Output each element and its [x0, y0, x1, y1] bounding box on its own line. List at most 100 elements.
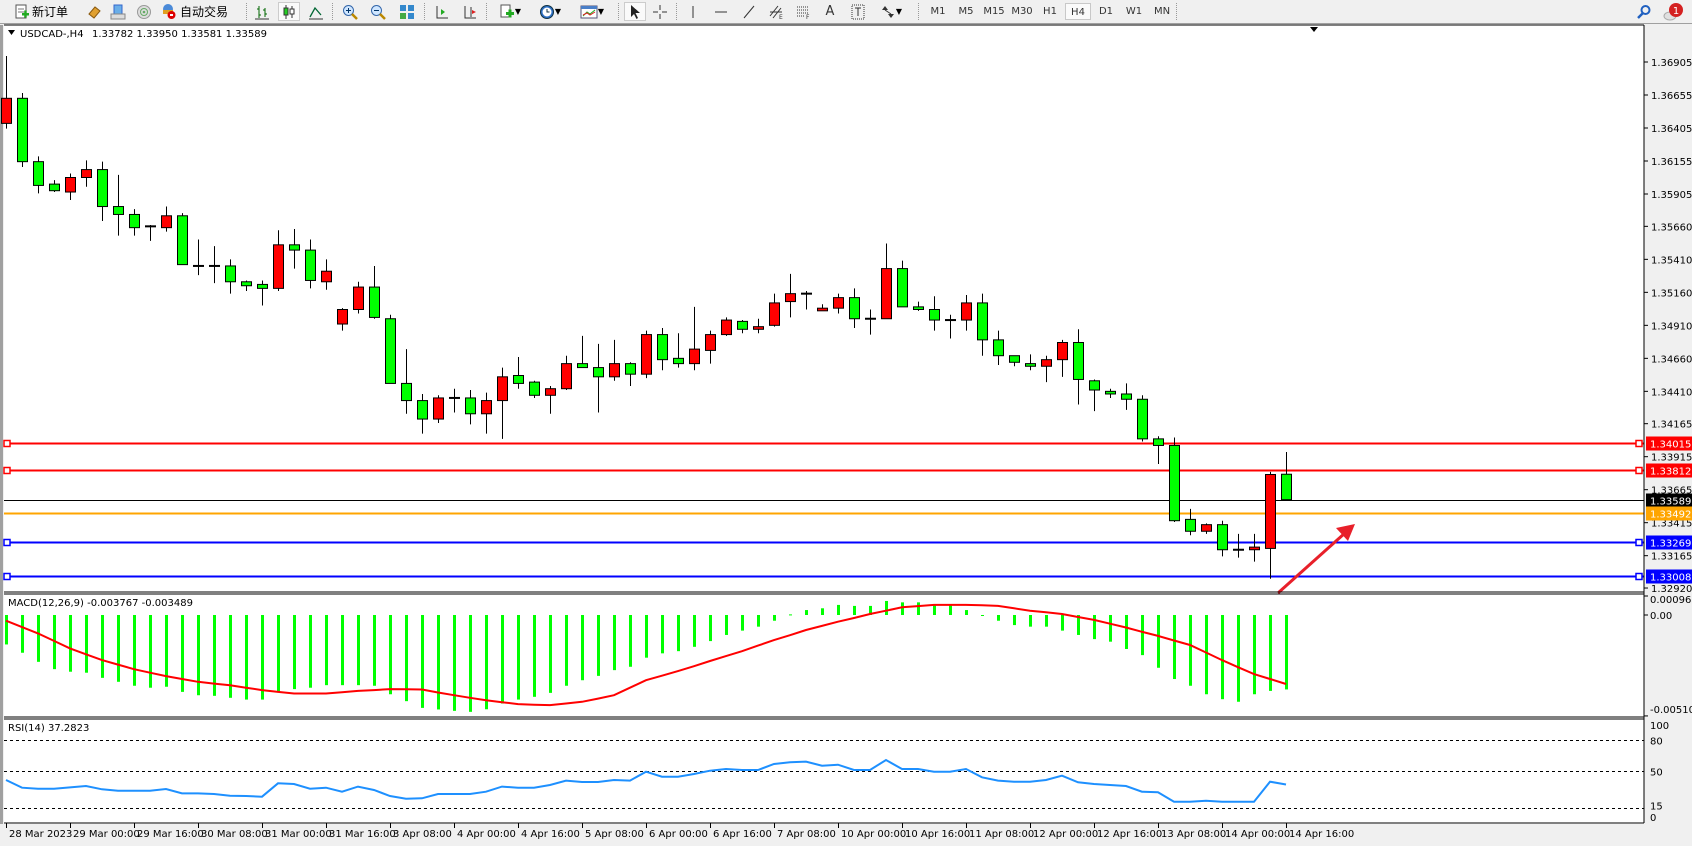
candle[interactable]: [161, 206, 172, 232]
candle[interactable]: [81, 160, 92, 187]
candle[interactable]: [321, 259, 332, 290]
candle[interactable]: [129, 209, 140, 236]
candle[interactable]: [1, 56, 12, 129]
timeframe-m30[interactable]: M30: [1011, 6, 1033, 17]
line-chart-button[interactable]: [306, 2, 326, 21]
candle[interactable]: [737, 320, 748, 334]
navigator-button[interactable]: [134, 2, 154, 21]
candle[interactable]: [609, 339, 620, 381]
candlestick-button[interactable]: [278, 2, 300, 21]
candle[interactable]: [417, 393, 428, 434]
candle[interactable]: [1025, 354, 1036, 371]
candle[interactable]: [625, 362, 636, 387]
candle[interactable]: [1217, 520, 1228, 557]
search-button[interactable]: [1634, 2, 1654, 21]
indicators-button[interactable]: ▼: [494, 2, 526, 21]
tile-windows-button[interactable]: [397, 2, 417, 21]
candle[interactable]: [209, 246, 220, 284]
data-window-button[interactable]: [108, 2, 128, 21]
candle[interactable]: [1265, 471, 1276, 579]
candle[interactable]: [593, 343, 604, 413]
cursor-button[interactable]: [624, 2, 646, 21]
candle[interactable]: [1169, 437, 1180, 523]
candle[interactable]: [1233, 533, 1244, 558]
timeframe-h1[interactable]: H1: [1043, 6, 1057, 17]
chart-shift-marker[interactable]: [1310, 27, 1318, 32]
candle[interactable]: [753, 318, 764, 334]
zoom-out-button[interactable]: [368, 2, 388, 21]
periods-button[interactable]: ▼: [534, 2, 566, 21]
candle[interactable]: [1153, 436, 1164, 464]
candle[interactable]: [1041, 355, 1052, 383]
hline-anchor-handle[interactable]: [3, 572, 11, 581]
candle[interactable]: [529, 380, 540, 398]
candle[interactable]: [257, 280, 268, 306]
candle[interactable]: [561, 355, 572, 391]
annotation-arrow-head[interactable]: [1336, 524, 1355, 541]
candle[interactable]: [641, 330, 652, 379]
hline-anchor-handle[interactable]: [1635, 466, 1643, 475]
hline-anchor-handle[interactable]: [3, 466, 11, 475]
trendline-button[interactable]: [738, 2, 760, 21]
candle[interactable]: [705, 330, 716, 364]
candle[interactable]: [833, 293, 844, 314]
candle[interactable]: [945, 314, 956, 339]
candle[interactable]: [961, 294, 972, 331]
candle[interactable]: [433, 395, 444, 424]
candle[interactable]: [1009, 355, 1020, 367]
candle[interactable]: [1073, 329, 1084, 405]
fibonacci-button[interactable]: F: [792, 2, 814, 21]
candle[interactable]: [113, 174, 124, 236]
candle[interactable]: [1121, 383, 1132, 410]
candle[interactable]: [801, 291, 812, 310]
candle[interactable]: [977, 293, 988, 356]
candle[interactable]: [545, 386, 556, 414]
hline-anchor-handle[interactable]: [3, 538, 11, 547]
candle[interactable]: [481, 392, 492, 434]
candle[interactable]: [929, 296, 940, 331]
candle[interactable]: [305, 239, 316, 289]
candle[interactable]: [65, 173, 76, 200]
candle[interactable]: [1201, 523, 1212, 534]
macd-pane[interactable]: [5, 600, 1288, 712]
candle[interactable]: [721, 317, 732, 336]
candle[interactable]: [273, 230, 284, 292]
candle[interactable]: [145, 225, 156, 241]
hline-anchor-handle[interactable]: [1635, 572, 1643, 581]
hline-anchor-handle[interactable]: [1635, 538, 1643, 547]
candle[interactable]: [1137, 395, 1148, 442]
candle[interactable]: [337, 308, 348, 331]
candle[interactable]: [1105, 388, 1116, 398]
candle[interactable]: [177, 213, 188, 266]
candle[interactable]: [577, 335, 588, 369]
chart-shift-button[interactable]: [432, 2, 452, 21]
candle[interactable]: [97, 161, 108, 222]
auto-scroll-button[interactable]: [460, 2, 480, 21]
candle[interactable]: [785, 273, 796, 318]
annotation-arrow-shaft[interactable]: [1276, 531, 1347, 595]
text-button[interactable]: A: [820, 2, 840, 21]
timeframe-m1[interactable]: M1: [930, 6, 946, 17]
timeframe-m15[interactable]: M15: [983, 6, 1005, 17]
price-pane[interactable]: [1, 56, 1645, 595]
candle[interactable]: [817, 304, 828, 312]
timeframe-d1[interactable]: D1: [1098, 6, 1114, 17]
candle[interactable]: [1281, 452, 1292, 501]
hline-anchor-handle[interactable]: [1635, 439, 1643, 448]
bar-chart-button[interactable]: [252, 2, 272, 21]
vertical-line-button[interactable]: [684, 2, 702, 21]
candle[interactable]: [33, 156, 44, 194]
candle[interactable]: [1089, 379, 1100, 412]
candle[interactable]: [353, 281, 364, 314]
candle[interactable]: [49, 180, 60, 193]
text-label-button[interactable]: [848, 2, 868, 21]
candle[interactable]: [401, 349, 412, 414]
rsi-pane[interactable]: [4, 740, 1644, 809]
zoom-in-button[interactable]: [340, 2, 360, 21]
chart-menu-triangle-icon[interactable]: [8, 30, 15, 35]
candle[interactable]: [1249, 533, 1260, 562]
candle[interactable]: [241, 280, 252, 292]
candle[interactable]: [881, 243, 892, 320]
candle[interactable]: [1185, 508, 1196, 536]
candle[interactable]: [689, 306, 700, 371]
